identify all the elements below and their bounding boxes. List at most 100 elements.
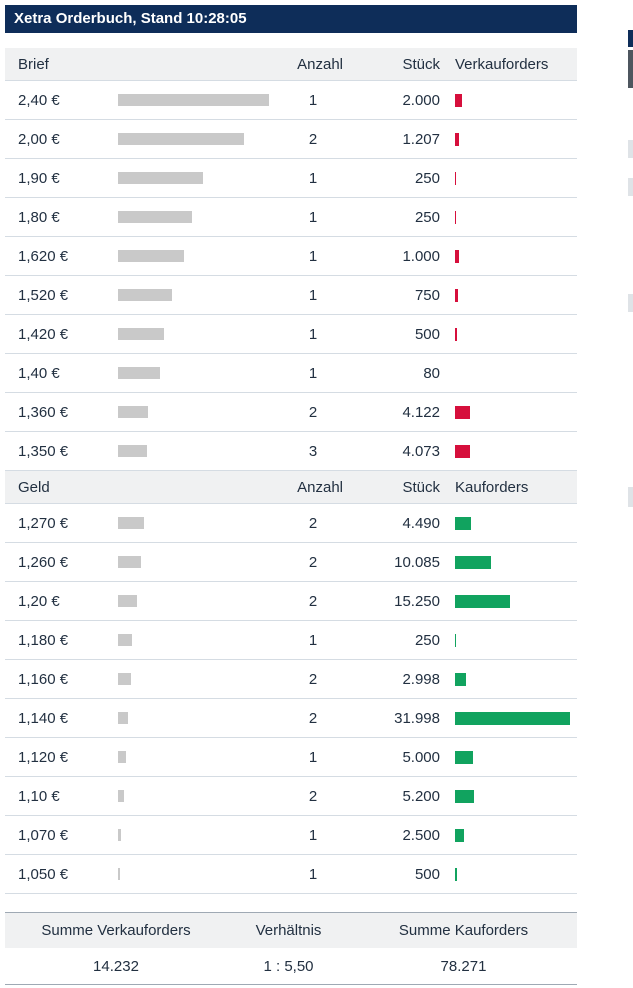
price-bar-cell	[118, 367, 283, 379]
adjacent-panel-fragment	[628, 294, 633, 312]
ratio-label: Verhältnis	[255, 922, 322, 939]
volume-cell: 750	[414, 286, 440, 304]
orderbook-row: 1,350 € 3 4.073	[5, 432, 577, 471]
volume-cell: 2.000	[402, 91, 440, 109]
summary-section: Summe Verkauforders Verhältnis Summe Kau…	[5, 912, 577, 985]
order-count-cell: 1	[308, 247, 318, 265]
price-level-bar	[118, 790, 124, 802]
volume-cell: 15.250	[394, 592, 440, 610]
price-level-bar	[118, 751, 126, 763]
bid-count-column-header: Anzahl	[297, 478, 343, 496]
orderbook-row: 1,10 € 2 5.200	[5, 777, 577, 816]
volume-cell: 80	[423, 364, 440, 382]
volume-bar-cell	[440, 288, 577, 302]
volume-cell: 250	[414, 631, 440, 649]
volume-bar	[455, 828, 464, 842]
price-bar-cell	[118, 790, 283, 802]
orderbook-row: 1,420 € 1 500	[5, 315, 577, 354]
volume-cell: 5.000	[402, 748, 440, 766]
order-count-cell: 1	[308, 325, 318, 343]
volume-bar-cell	[440, 444, 577, 458]
volume-bar	[455, 555, 491, 569]
volume-bar	[455, 867, 457, 881]
price-cell: 1,350 €	[18, 442, 69, 460]
volume-bar	[455, 171, 456, 185]
price-bar-cell	[118, 751, 283, 763]
volume-bar	[455, 444, 470, 458]
price-level-bar	[118, 673, 131, 685]
price-bar-cell	[118, 94, 283, 106]
orderbook-row: 1,260 € 2 10.085	[5, 543, 577, 582]
order-count-cell: 2	[308, 592, 318, 610]
price-cell: 1,20 €	[18, 592, 60, 610]
adjacent-panel-fragment	[628, 178, 633, 196]
price-bar-cell	[118, 634, 283, 646]
sum-sell-orders-value: 14.232	[93, 957, 139, 975]
adjacent-panel-fragment	[628, 140, 633, 158]
price-level-bar	[118, 250, 184, 262]
volume-cell: 500	[414, 865, 440, 883]
order-count-cell: 1	[308, 748, 318, 766]
price-bar-cell	[118, 595, 283, 607]
volume-cell: 2.500	[402, 826, 440, 844]
ask-count-column-header: Anzahl	[297, 55, 343, 73]
sum-sell-orders-label: Summe Verkauforders	[41, 922, 191, 939]
orderbook-row: 1,160 € 2 2.998	[5, 660, 577, 699]
volume-bar	[455, 249, 459, 263]
price-cell: 1,160 €	[18, 670, 69, 688]
volume-bar-cell	[440, 171, 577, 185]
price-bar-cell	[118, 517, 283, 529]
volume-bar-cell	[440, 672, 577, 686]
summary-header-row: Summe Verkauforders Verhältnis Summe Kau…	[5, 912, 577, 948]
volume-bar	[455, 327, 457, 341]
adjacent-panel-sliver	[628, 0, 633, 988]
orderbook-row: 1,120 € 1 5.000	[5, 738, 577, 777]
price-cell: 1,140 €	[18, 709, 69, 727]
ask-section: Brief Anzahl Stück Verkauforders 2,40 € …	[5, 48, 577, 471]
price-level-bar	[118, 517, 144, 529]
volume-cell: 4.122	[402, 403, 440, 421]
volume-bar	[455, 210, 456, 224]
price-level-bar	[118, 328, 164, 340]
sum-buy-orders-label: Summe Kauforders	[398, 922, 529, 939]
ask-rows: 2,40 € 1 2.000 2,00 € 2 1.207 1,90 € 1 2…	[5, 81, 577, 471]
order-count-cell: 1	[308, 91, 318, 109]
volume-bar-cell	[440, 633, 577, 647]
volume-bar-cell	[440, 210, 577, 224]
price-bar-cell	[118, 712, 283, 724]
volume-bar	[455, 516, 471, 530]
price-cell: 1,120 €	[18, 748, 69, 766]
order-count-cell: 2	[308, 403, 318, 421]
volume-bar	[455, 633, 456, 647]
price-level-bar	[118, 367, 160, 379]
adjacent-panel-fragment	[628, 487, 633, 507]
volume-bar	[455, 93, 462, 107]
price-level-bar	[118, 289, 172, 301]
orderbook-row: 1,40 € 1 80	[5, 354, 577, 393]
volume-bar-cell	[440, 594, 577, 608]
ratio-value: 1 : 5,50	[263, 957, 314, 975]
volume-bar	[455, 405, 470, 419]
orderbook-row: 1,270 € 2 4.490	[5, 504, 577, 543]
adjacent-panel-header-fragment	[628, 50, 633, 88]
order-count-cell: 1	[308, 631, 318, 649]
volume-cell: 5.200	[402, 787, 440, 805]
price-bar-cell	[118, 556, 283, 568]
orderbook-row: 1,20 € 2 15.250	[5, 582, 577, 621]
bid-orders-column-header: Kauforders	[455, 478, 529, 496]
volume-bar-cell	[440, 132, 577, 146]
price-cell: 1,260 €	[18, 553, 69, 571]
ask-header-row: Brief Anzahl Stück Verkauforders	[5, 48, 577, 81]
order-count-cell: 2	[308, 130, 318, 148]
order-count-cell: 2	[308, 787, 318, 805]
volume-bar-cell	[440, 93, 577, 107]
volume-bar	[455, 711, 570, 725]
orderbook-row: 1,070 € 1 2.500	[5, 816, 577, 855]
bid-section: Geld Anzahl Stück Kauforders 1,270 € 2 4…	[5, 471, 577, 894]
price-bar-cell	[118, 289, 283, 301]
price-bar-cell	[118, 673, 283, 685]
orderbook-row: 1,620 € 1 1.000	[5, 237, 577, 276]
order-count-cell: 1	[308, 865, 318, 883]
price-cell: 1,80 €	[18, 208, 60, 226]
